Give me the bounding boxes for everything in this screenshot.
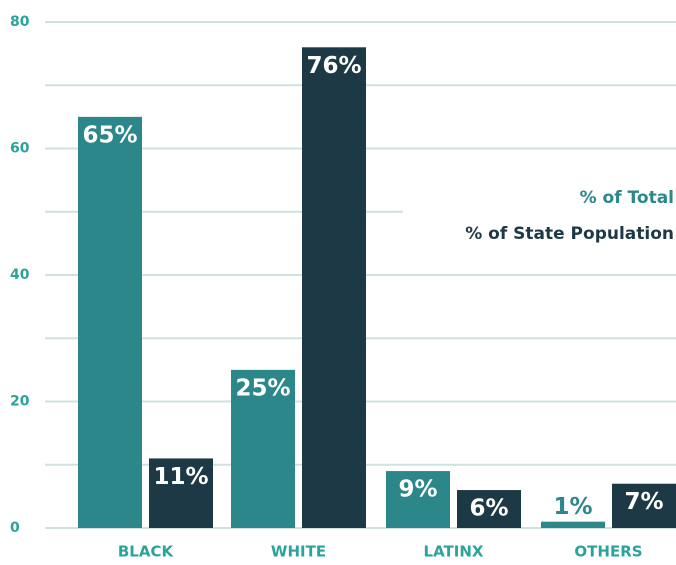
legend-entry: % of Total <box>580 188 674 208</box>
value-label: 65% <box>82 122 137 148</box>
bar <box>231 369 295 528</box>
bar <box>149 458 213 528</box>
bar <box>457 490 521 528</box>
y-tick-label: 20 <box>10 394 30 410</box>
x-tick-label: WHITE <box>271 543 326 561</box>
bar <box>78 116 142 528</box>
bar <box>612 483 676 528</box>
value-label: 6% <box>469 496 508 522</box>
bar <box>302 47 366 529</box>
y-tick-label: 0 <box>10 520 20 536</box>
bar <box>541 521 605 528</box>
bar <box>386 471 450 528</box>
x-tick-label: LATINX <box>424 543 484 561</box>
x-tick-label: OTHERS <box>574 543 642 561</box>
value-label: 9% <box>398 477 437 503</box>
value-label: 1% <box>553 494 592 520</box>
value-label: 7% <box>624 489 663 515</box>
legend-entry: % of State Population <box>465 224 674 244</box>
y-tick-label: 80 <box>10 14 30 30</box>
value-label: 25% <box>235 375 290 401</box>
value-label: 76% <box>306 53 361 79</box>
y-tick-label: 40 <box>10 267 30 283</box>
y-tick-label: 60 <box>10 141 30 157</box>
x-tick-label: BLACK <box>118 543 175 561</box>
legend-background <box>403 180 676 252</box>
value-label: 11% <box>153 464 208 490</box>
